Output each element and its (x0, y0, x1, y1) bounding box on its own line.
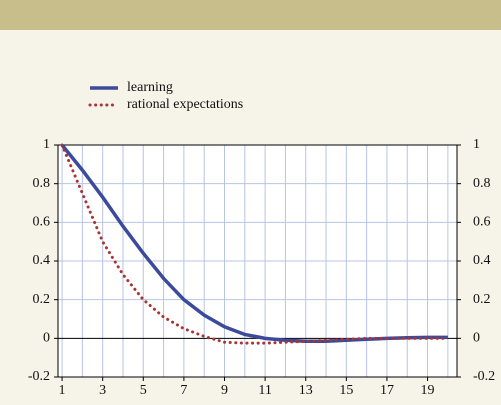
x-tick-label: 11 (258, 383, 271, 398)
y2-tick-label: 0.2 (473, 292, 491, 307)
x-tick-label: 1 (59, 383, 66, 398)
x-tick-label: 19 (421, 383, 435, 398)
y-tick-label: 0 (43, 331, 50, 346)
y2-tick-label: 1 (473, 137, 480, 152)
x-tick-label: 15 (339, 383, 353, 398)
x-tick-label: 17 (380, 383, 394, 398)
x-tick-label: 9 (221, 383, 228, 398)
header-band (0, 0, 501, 30)
y-tick-label: 0.6 (33, 215, 51, 230)
y2-tick-label: 0.6 (473, 215, 491, 230)
y-tick-label: 0.4 (33, 253, 51, 268)
y-tick-label: -0.2 (28, 369, 50, 384)
legend-label: learning (127, 80, 173, 95)
y2-tick-label: 0.4 (473, 253, 491, 268)
x-tick-label: 13 (299, 383, 313, 398)
y2-tick-label: 0.8 (473, 176, 491, 191)
y-tick-label: 0.2 (33, 292, 51, 307)
y2-tick-label: 0 (473, 331, 480, 346)
x-tick-label: 7 (180, 383, 187, 398)
legend-label: rational expectations (127, 97, 243, 112)
y2-tick-label: -0.2 (473, 369, 495, 384)
plot-border (57, 144, 458, 378)
series-line (60, 143, 448, 343)
y-tick-label: 0.8 (33, 176, 51, 191)
x-tick-label: 3 (99, 383, 106, 398)
x-tick-label: 5 (140, 383, 147, 398)
y-tick-label: 1 (43, 137, 50, 152)
